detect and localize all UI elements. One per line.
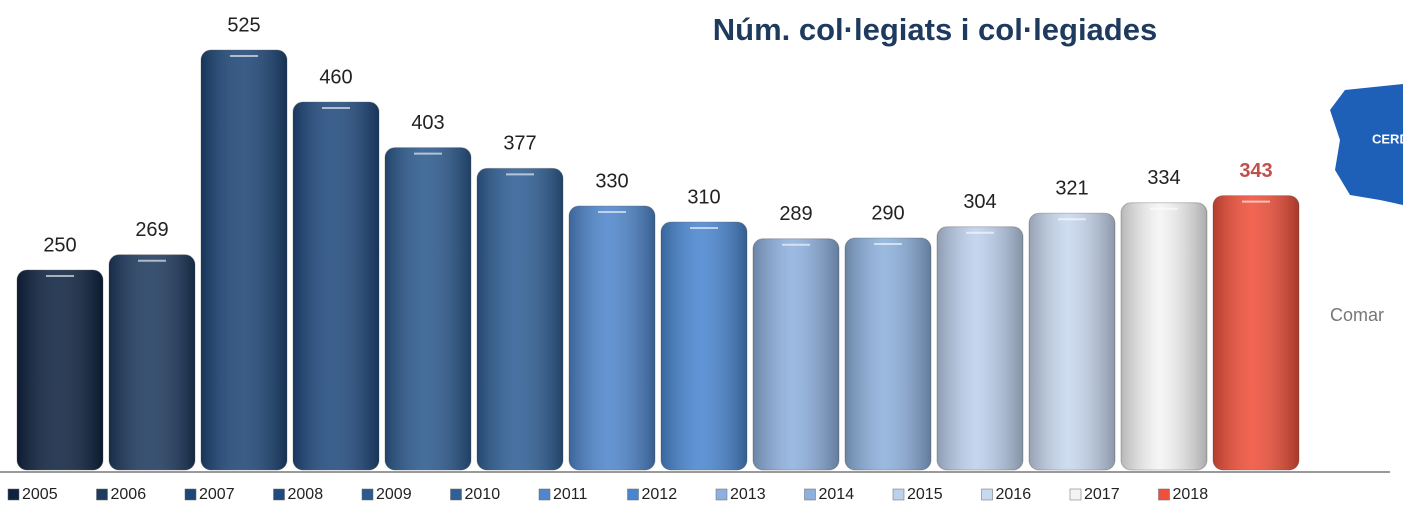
legend-label: 2007: [199, 486, 235, 503]
chart-title: Núm. col·legiats i col·legiades: [713, 12, 1157, 47]
legend-swatch: [627, 488, 639, 501]
legend-swatch: [184, 488, 197, 501]
legend-swatch: [892, 488, 905, 501]
bar-shine: [661, 222, 747, 470]
legend-swatch: [1158, 488, 1170, 501]
bar-shine: [845, 238, 931, 470]
value-label: 289: [779, 203, 812, 225]
value-label: 290: [871, 202, 904, 224]
bar-shine: [937, 226, 1023, 470]
legend-label: 2012: [642, 486, 678, 503]
bar-shine: [753, 238, 839, 470]
legend-swatch: [804, 488, 816, 501]
bar-shine: [569, 206, 655, 470]
legend-swatch: [538, 488, 551, 501]
legend-label: 2011: [553, 486, 588, 503]
legend-label: 2006: [111, 486, 147, 503]
side-image: CERDA Comar: [1330, 84, 1403, 325]
legend-swatch: [7, 488, 20, 501]
legend-swatch: [450, 488, 462, 501]
bar-shine: [109, 254, 195, 470]
legend-label: 2014: [819, 486, 855, 503]
legend-label: 2010: [465, 486, 501, 503]
legend-swatch: [981, 488, 993, 501]
legend-label: 2018: [1173, 486, 1209, 503]
map-label: Comar: [1330, 305, 1384, 325]
value-label: 321: [1055, 177, 1088, 199]
value-label: 460: [319, 66, 352, 88]
bar-shine: [1121, 202, 1207, 471]
bar-shine: [17, 270, 103, 470]
map-shape: [1330, 84, 1403, 205]
legend-label: 2017: [1084, 486, 1120, 503]
legend-label: 2015: [907, 486, 943, 503]
value-label: 330: [595, 170, 628, 192]
value-label: 310: [687, 186, 720, 208]
map-label: CERDA: [1372, 131, 1403, 146]
value-label: 269: [135, 219, 168, 241]
bar-shine: [477, 168, 563, 470]
legend-label: 2016: [996, 486, 1032, 503]
bar-shine: [385, 147, 471, 470]
legend-label: 2005: [22, 486, 58, 503]
bar-shine: [1213, 195, 1299, 470]
bar-shine: [293, 102, 379, 470]
legend-label: 2008: [288, 486, 324, 503]
legend-swatch: [715, 488, 728, 501]
value-label: 525: [227, 14, 260, 36]
value-label: 304: [963, 191, 996, 213]
bar-shine: [1029, 213, 1115, 470]
value-label: 250: [43, 234, 76, 256]
value-label: 403: [411, 112, 444, 134]
legend-swatch: [96, 488, 108, 501]
legend-label: 2009: [376, 486, 412, 503]
value-label: 334: [1147, 167, 1180, 189]
legend-swatch: [1069, 488, 1082, 501]
legend-swatch: [361, 488, 374, 501]
value-label: 377: [503, 133, 536, 155]
legend-swatch: [273, 488, 285, 501]
value-label: 343: [1239, 160, 1272, 182]
legend-label: 2013: [730, 486, 766, 503]
bar-shine: [201, 50, 287, 470]
